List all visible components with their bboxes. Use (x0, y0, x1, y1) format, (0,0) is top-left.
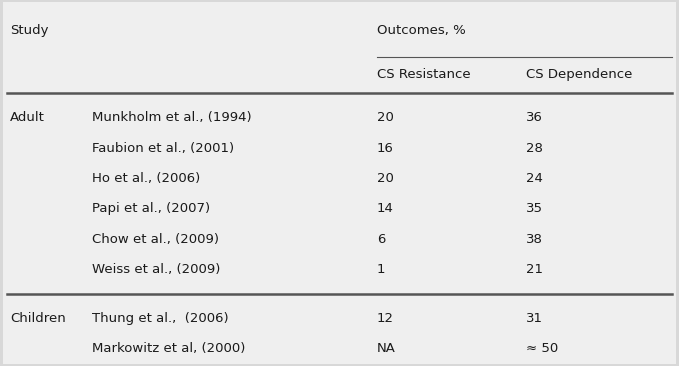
Text: Children: Children (10, 312, 66, 325)
Text: 35: 35 (526, 202, 543, 215)
Text: 36: 36 (526, 111, 543, 124)
Text: 24: 24 (526, 172, 543, 185)
Text: CS Resistance: CS Resistance (377, 68, 471, 81)
Text: Papi et al., (2007): Papi et al., (2007) (92, 202, 210, 215)
Text: Outcomes, %: Outcomes, % (377, 24, 466, 37)
Text: 12: 12 (377, 312, 394, 325)
Text: 21: 21 (526, 263, 543, 276)
Text: Thung et al.,  (2006): Thung et al., (2006) (92, 312, 228, 325)
Text: 14: 14 (377, 202, 394, 215)
FancyBboxPatch shape (3, 2, 676, 364)
Text: 20: 20 (377, 111, 394, 124)
Text: 20: 20 (377, 172, 394, 185)
Text: Study: Study (10, 24, 49, 37)
Text: ≈ 50: ≈ 50 (526, 342, 558, 355)
Text: Chow et al., (2009): Chow et al., (2009) (92, 233, 219, 246)
Text: 28: 28 (526, 142, 543, 154)
Text: 38: 38 (526, 233, 543, 246)
Text: 1: 1 (377, 263, 386, 276)
Text: NA: NA (377, 342, 396, 355)
Text: Ho et al., (2006): Ho et al., (2006) (92, 172, 200, 185)
Text: 6: 6 (377, 233, 385, 246)
Text: 16: 16 (377, 142, 394, 154)
Text: 31: 31 (526, 312, 543, 325)
Text: Weiss et al., (2009): Weiss et al., (2009) (92, 263, 220, 276)
Text: Markowitz et al, (2000): Markowitz et al, (2000) (92, 342, 245, 355)
Text: CS Dependence: CS Dependence (526, 68, 633, 81)
Text: Faubion et al., (2001): Faubion et al., (2001) (92, 142, 234, 154)
Text: Munkholm et al., (1994): Munkholm et al., (1994) (92, 111, 251, 124)
Text: Adult: Adult (10, 111, 45, 124)
